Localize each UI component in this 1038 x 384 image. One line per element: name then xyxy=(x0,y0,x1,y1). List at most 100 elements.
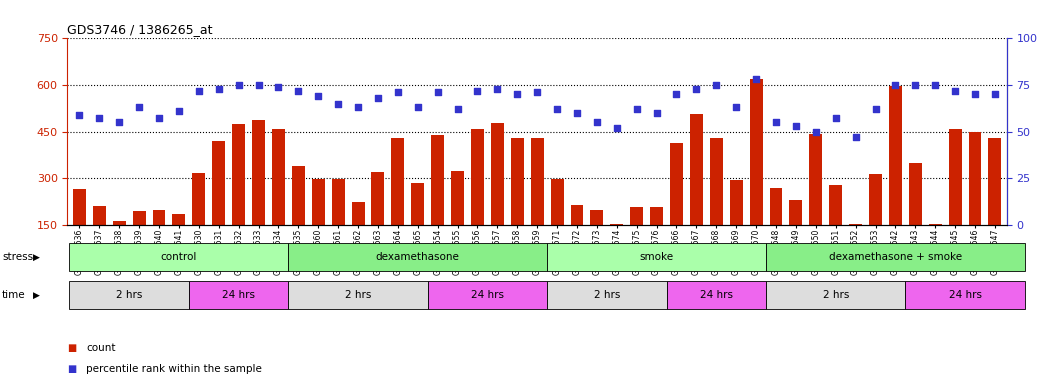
Bar xyxy=(949,129,961,271)
Point xyxy=(389,89,406,96)
Bar xyxy=(92,206,106,271)
Bar xyxy=(849,224,863,271)
Text: 2 hrs: 2 hrs xyxy=(116,290,142,300)
Bar xyxy=(749,79,763,271)
Point xyxy=(489,86,506,92)
Point xyxy=(668,91,685,98)
Text: stress: stress xyxy=(2,252,33,262)
Point xyxy=(927,82,944,88)
Point xyxy=(310,93,327,99)
Point xyxy=(788,123,804,129)
Bar xyxy=(710,138,722,271)
Bar xyxy=(292,166,305,271)
Bar xyxy=(511,138,524,271)
Bar xyxy=(411,183,425,271)
Text: dexamethasone: dexamethasone xyxy=(376,252,460,262)
Point xyxy=(191,88,208,94)
Point xyxy=(409,104,426,110)
Point xyxy=(708,82,725,88)
Point xyxy=(728,104,744,110)
Bar xyxy=(311,179,325,271)
Bar xyxy=(113,220,126,271)
Point xyxy=(887,82,904,88)
Text: count: count xyxy=(86,343,115,353)
Bar xyxy=(650,207,663,271)
Text: GDS3746 / 1386265_at: GDS3746 / 1386265_at xyxy=(67,23,213,36)
Point xyxy=(528,89,546,96)
Point xyxy=(330,101,347,107)
Bar xyxy=(212,141,225,271)
Bar xyxy=(153,210,165,271)
Bar xyxy=(869,174,882,271)
Point xyxy=(449,106,466,112)
Bar xyxy=(810,134,822,271)
Bar xyxy=(889,86,902,271)
Bar xyxy=(73,189,86,271)
Point xyxy=(230,82,247,88)
Text: 24 hrs: 24 hrs xyxy=(222,290,255,300)
Bar xyxy=(272,129,284,271)
Point xyxy=(91,116,108,122)
Text: ■: ■ xyxy=(67,364,77,374)
Bar xyxy=(790,200,802,271)
Point xyxy=(72,112,88,118)
Text: smoke: smoke xyxy=(639,252,674,262)
Bar xyxy=(591,210,603,271)
Point xyxy=(808,129,824,135)
Bar xyxy=(391,138,405,271)
Bar xyxy=(968,132,982,271)
Text: percentile rank within the sample: percentile rank within the sample xyxy=(86,364,262,374)
Point xyxy=(569,110,585,116)
Bar xyxy=(829,185,842,271)
Text: control: control xyxy=(161,252,197,262)
Point xyxy=(211,86,227,92)
Text: ▶: ▶ xyxy=(33,252,40,262)
Bar xyxy=(452,171,464,271)
Point xyxy=(628,106,645,112)
Point xyxy=(270,84,286,90)
Bar xyxy=(192,174,206,271)
Bar xyxy=(352,202,364,271)
Point xyxy=(747,76,764,83)
Text: 24 hrs: 24 hrs xyxy=(949,290,982,300)
Text: time: time xyxy=(2,290,26,300)
Point xyxy=(867,106,883,112)
Point xyxy=(847,134,864,140)
Point xyxy=(947,88,963,94)
Point xyxy=(290,88,306,94)
Bar xyxy=(491,123,503,271)
Bar xyxy=(988,138,1002,271)
Point xyxy=(469,88,486,94)
Bar xyxy=(929,224,941,271)
Bar xyxy=(530,138,544,271)
Bar xyxy=(630,207,644,271)
Point xyxy=(170,108,187,114)
Text: 2 hrs: 2 hrs xyxy=(822,290,849,300)
Point xyxy=(111,119,128,125)
Bar xyxy=(471,129,484,271)
Point xyxy=(966,91,983,98)
Point xyxy=(649,110,665,116)
Bar xyxy=(571,205,583,271)
Point xyxy=(250,82,267,88)
Bar xyxy=(332,179,345,271)
Text: 24 hrs: 24 hrs xyxy=(700,290,733,300)
Point xyxy=(509,91,525,98)
Text: 2 hrs: 2 hrs xyxy=(594,290,620,300)
Bar xyxy=(372,172,384,271)
Point xyxy=(986,91,1003,98)
Bar xyxy=(690,114,703,271)
Point xyxy=(131,104,147,110)
Point xyxy=(350,104,366,110)
Point xyxy=(549,106,566,112)
Point xyxy=(688,86,705,92)
Text: ▶: ▶ xyxy=(33,291,40,300)
Bar xyxy=(550,179,564,271)
Point xyxy=(608,125,625,131)
Bar xyxy=(172,214,186,271)
Point xyxy=(589,119,605,125)
Point xyxy=(907,82,924,88)
Bar xyxy=(233,124,245,271)
Bar xyxy=(252,120,265,271)
Bar xyxy=(670,143,683,271)
